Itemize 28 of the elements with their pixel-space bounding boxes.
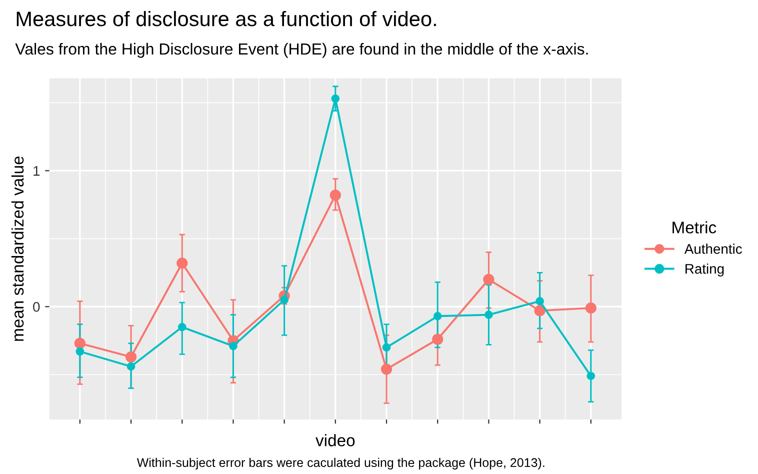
point: [125, 351, 137, 362]
point: [126, 362, 136, 371]
chart-subtitle: Vales from the High Disclosure Event (HDE) are found in the middle of the x-axis.: [15, 42, 588, 58]
point: [585, 302, 596, 314]
legend-label: Rating: [686, 264, 724, 277]
point: [586, 372, 596, 380]
point: [76, 347, 84, 356]
x-axis-title: video: [316, 434, 355, 446]
chart-title: Measures of disclosure as a function of video.: [16, 10, 436, 26]
legend-label: Authentic: [684, 244, 742, 254]
y-axis-title: mean standardized value: [11, 156, 24, 341]
y-tick-label: 0: [33, 302, 40, 312]
point: [536, 297, 544, 306]
y-tick-label: 1: [34, 166, 40, 176]
text: Within-subject error bars were caculated using the package (Hope, 2013).: [136, 458, 544, 470]
point: [331, 94, 340, 103]
point: [484, 310, 493, 319]
point: [229, 342, 238, 350]
point: [330, 190, 341, 201]
legend-title: Metric: [672, 221, 716, 234]
point: [382, 343, 391, 352]
point: [176, 258, 188, 269]
point: [483, 274, 494, 285]
point: [432, 334, 444, 345]
point: [380, 364, 392, 375]
point: [178, 322, 186, 332]
point: [534, 305, 546, 316]
point: [74, 338, 86, 349]
